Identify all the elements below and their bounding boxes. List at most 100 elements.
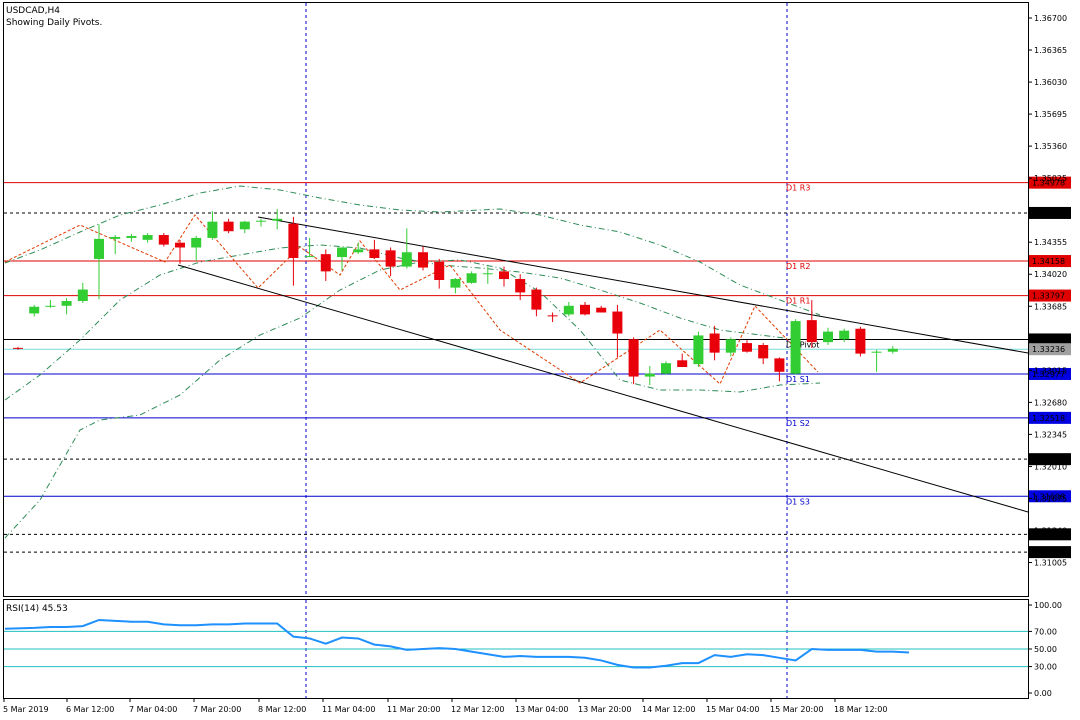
candle-body	[434, 261, 445, 280]
time-tick-label: 7 Mar 20:00	[193, 705, 241, 714]
time-tick-label: 13 Mar 04:00	[515, 705, 568, 714]
price-tick-label: 1.33015	[1034, 366, 1067, 375]
candle-body	[158, 235, 169, 245]
upper-band	[4, 185, 821, 316]
candle-body	[855, 328, 866, 354]
price-tick-label: 1.34690	[1034, 206, 1067, 215]
candle-body	[110, 236, 121, 239]
candle-body	[418, 252, 428, 268]
price-tick-label: 1.31005	[1034, 559, 1067, 568]
candle-body	[175, 242, 185, 248]
level-name: D1 S2	[786, 419, 810, 428]
time-tick-label: 11 Mar 04:00	[322, 705, 375, 714]
candle-body	[596, 307, 607, 313]
level-price-label: 1.33338	[1032, 335, 1065, 344]
candle-body	[758, 345, 769, 359]
level-price-badge	[1029, 367, 1071, 380]
price-tick-label: 1.36700	[1034, 14, 1067, 23]
candle-body	[693, 335, 704, 365]
channel-upper-line	[257, 216, 1029, 354]
candle-body	[256, 220, 266, 222]
candle-body	[239, 221, 250, 230]
level-price-label: 1.34158	[1032, 257, 1065, 266]
level-price-label: 1.31300	[1032, 530, 1065, 539]
time-tick-label: 7 Mar 04:00	[129, 705, 177, 714]
level-price-badge	[1029, 528, 1071, 541]
level-price-label: 1.32977	[1032, 370, 1065, 379]
time-tick-label: 11 Mar 20:00	[387, 705, 440, 714]
candle-body	[207, 221, 218, 238]
candle-body	[191, 237, 202, 248]
candle-body	[320, 254, 331, 272]
candle-body	[823, 331, 833, 343]
level-price-label: 1.33797	[1032, 292, 1065, 301]
rsi-tick-label: 30.00	[1034, 663, 1057, 672]
level-price-badge	[1029, 453, 1071, 466]
rsi-line	[4, 618, 910, 669]
price-tick-label: 1.35025	[1034, 174, 1067, 183]
candle-body	[466, 273, 477, 283]
price-tick-label: 1.35695	[1034, 110, 1067, 119]
rsi-tick-label: 0.00	[1034, 689, 1052, 698]
price-tick-label: 1.31675	[1034, 494, 1067, 503]
candle-body	[126, 236, 137, 238]
candle-body	[661, 363, 671, 374]
price-tick-label: 1.32345	[1034, 430, 1067, 439]
candle-body	[401, 252, 412, 267]
price-tick-label: 1.33350	[1034, 334, 1067, 343]
time-tick-label: 5 Mar 2019	[3, 705, 49, 714]
price-tick-label: 1.36030	[1034, 78, 1067, 87]
candle-body	[353, 249, 364, 253]
level-price-label: 1.34978	[1032, 179, 1065, 188]
candle-body	[77, 289, 88, 302]
candle-body	[142, 235, 153, 240]
pivot-levels: D1 R3 1.34978 1.34661 D1 R2 1.34158 D1 R1 1.33…	[4, 176, 1071, 559]
level-name: D1 S3	[786, 497, 810, 506]
candle-body	[304, 256, 315, 258]
level-price-badge	[1029, 255, 1071, 268]
price-tick-label: 1.34355	[1034, 238, 1067, 247]
level-price-label: 1.31698	[1032, 492, 1065, 501]
level-name: D1 R2	[786, 262, 810, 271]
candle-body	[385, 250, 396, 267]
time-tick-label: 18 Mar 12:00	[834, 705, 887, 714]
candle-body	[531, 289, 542, 310]
trend-channel	[177, 216, 1029, 513]
level-price-label: 1.32518	[1032, 414, 1065, 423]
main-panel-frame	[3, 2, 1029, 597]
price-tick-label: 1.34020	[1034, 270, 1067, 279]
level-price-badge	[1029, 411, 1071, 424]
level-name: D1 Pivot	[786, 340, 819, 349]
candle-body	[547, 315, 558, 317]
rsi-indicator: 100.00 70.00 50.00 30.00 0.00	[4, 601, 1062, 698]
level-price-badge	[1029, 490, 1071, 503]
lower-band	[4, 259, 821, 539]
level-name: D1 R1	[786, 297, 810, 306]
candle-body	[871, 351, 882, 353]
level-price-badge	[1029, 289, 1071, 302]
candle-body	[677, 360, 688, 367]
candle-body	[709, 333, 720, 353]
level-price-label: 1.32086	[1032, 455, 1065, 464]
time-tick-label: 15 Mar 04:00	[706, 705, 759, 714]
level-price-badge	[1029, 206, 1071, 219]
price-tick-label: 1.36365	[1034, 46, 1067, 55]
symbol-title: USDCAD,H4	[6, 6, 60, 16]
zigzag-line	[4, 214, 819, 385]
time-axis: 5 Mar 2019 6 Mar 12:00 7 Mar 04:00 7 Mar 20…	[3, 698, 887, 714]
candles	[13, 209, 898, 386]
candle-body	[806, 320, 817, 343]
level-price-label: 1.33236	[1032, 345, 1065, 354]
candle-body	[45, 305, 56, 307]
candle-body	[628, 339, 639, 377]
candle-body	[790, 321, 801, 374]
channel-lower-line	[177, 264, 1029, 513]
candle-body	[29, 306, 40, 314]
candle-body	[288, 223, 299, 258]
rsi-tick-label: 70.00	[1034, 627, 1057, 636]
candle-body	[13, 347, 23, 349]
candle-body	[774, 358, 785, 372]
rsi-tick-label: 50.00	[1034, 645, 1057, 654]
price-axis: 1.36700 1.36365 1.36030 1.35695 1.35360 1.350…	[1028, 14, 1067, 568]
